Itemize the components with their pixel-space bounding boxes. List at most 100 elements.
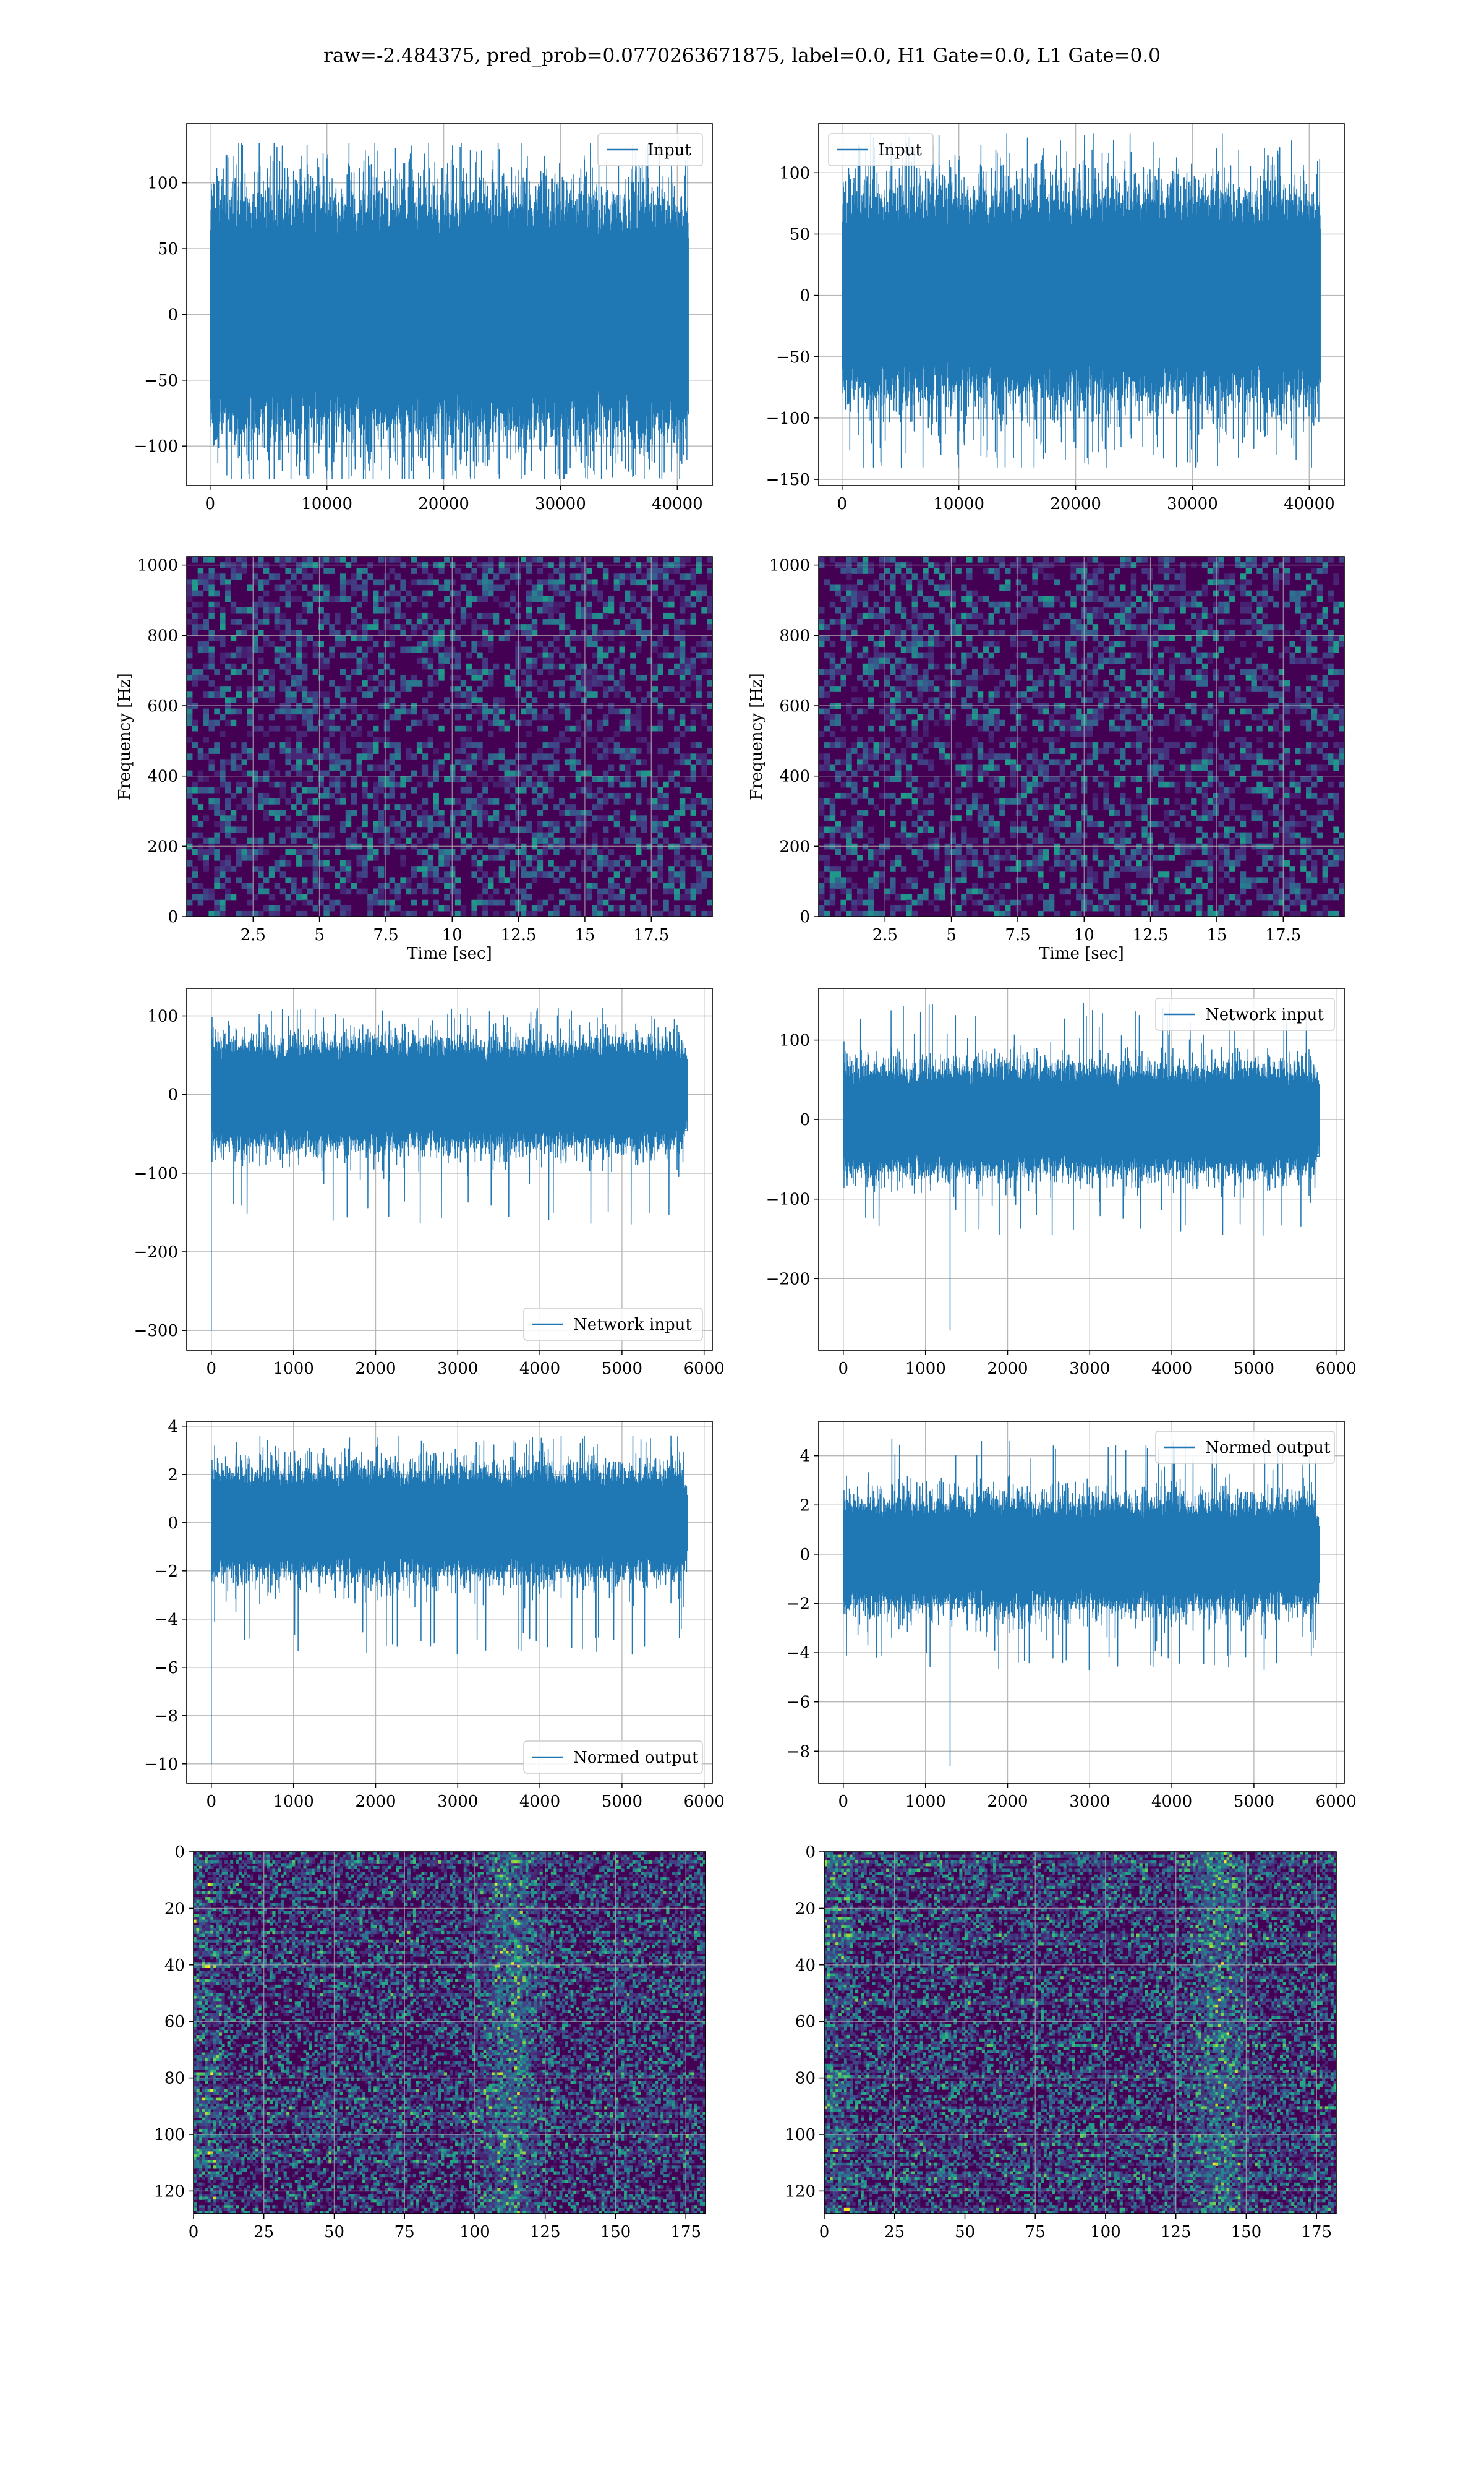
spec-h1-cell	[383, 719, 390, 726]
spec-h1-cell	[394, 590, 401, 597]
spec-l1-cell	[1295, 708, 1301, 715]
spec-l1-cell	[1065, 804, 1071, 810]
spec-h1-cell	[268, 686, 275, 692]
spec-h1-cell	[559, 708, 565, 715]
spec-l1-cell	[1278, 810, 1285, 816]
spec-h1-cell	[679, 798, 686, 805]
spec-l1-cell	[1169, 646, 1175, 653]
spec-l1-cell	[829, 641, 836, 648]
spec-h1-cell	[241, 815, 247, 821]
spec-l1-cell	[1163, 607, 1170, 614]
spec-h1-cell	[373, 899, 379, 906]
spec-l1-cell	[1005, 854, 1011, 861]
spec-h1-cell	[542, 725, 548, 732]
spec-l1-cell	[1268, 646, 1274, 653]
spec-l1-cell	[906, 641, 913, 648]
spec-l1-cell	[966, 815, 973, 821]
spec-l1-cell	[900, 674, 907, 681]
spec-h1-cell	[241, 781, 247, 788]
spec-l1-cell	[1201, 792, 1208, 799]
spec-l1-cell	[884, 691, 890, 698]
spec-h1-xtick-label: 15	[574, 926, 595, 944]
spec-h1-cell	[224, 590, 231, 597]
spec-l1-cell	[884, 652, 890, 659]
spec-h1-cell	[553, 821, 560, 828]
spec-h1-cell	[224, 832, 231, 839]
spec-l1-cell	[928, 686, 934, 692]
spec-h1-cell	[674, 888, 680, 895]
spec-h1-cell	[652, 641, 659, 648]
spec-l1-cell	[1065, 725, 1071, 732]
spec-l1-cell	[928, 697, 934, 704]
spec-h1-cell	[208, 764, 215, 771]
spec-l1-cell	[994, 849, 1000, 855]
spec-h1-cell	[684, 663, 691, 670]
spec-l1-cell	[933, 641, 940, 648]
spec-l1-cell	[1251, 669, 1257, 675]
spec-h1-cell	[526, 669, 532, 675]
spec-h1-cell	[521, 899, 527, 906]
spec-h1-cell	[707, 899, 713, 906]
spec-h1-cell	[575, 910, 582, 917]
spec-h1-cell	[427, 888, 434, 895]
spec-l1-cell	[1311, 708, 1318, 715]
spec-h1-cell	[482, 573, 488, 580]
spec-l1-cell	[856, 759, 863, 766]
spec-h1-cell	[569, 584, 576, 591]
spec-l1-cell	[1295, 601, 1301, 608]
spec-h1-cell	[493, 596, 500, 602]
spec-l1-cell	[873, 612, 879, 619]
spec-h1-cell	[406, 804, 412, 810]
spec-l1-cell	[1240, 641, 1247, 648]
spec-l1-cell	[1038, 596, 1044, 602]
spec-h1-cell	[422, 866, 429, 872]
spec-l1-cell	[994, 607, 1000, 614]
spec-l1-cell	[1136, 849, 1142, 855]
spec-l1-cell	[911, 742, 918, 748]
spec-l1-cell	[900, 837, 907, 844]
spec-h1-cell	[581, 573, 587, 580]
spec-l1-cell	[1191, 725, 1197, 732]
spec-h1-cell	[444, 798, 450, 805]
spec-l1-cell	[950, 714, 956, 721]
spec-l1-cell	[868, 607, 874, 614]
spec-h1-cell	[389, 624, 396, 630]
spec-l1-cell	[928, 612, 934, 619]
spec-l1-cell	[1224, 618, 1230, 625]
spec-h1-cell	[575, 607, 582, 614]
spec-h1-cell	[335, 557, 341, 563]
spec-h1-cell	[230, 635, 237, 641]
spec-h1-cell	[613, 557, 620, 563]
spec-l1-cell	[1130, 849, 1137, 855]
spec-h1-cell	[279, 612, 286, 619]
spec-l1-cell	[1015, 579, 1022, 586]
spec-l1-cell	[961, 652, 967, 659]
spec-h1-cell	[230, 764, 237, 771]
spec-h1-cell	[291, 708, 297, 715]
spec-l1-cell	[923, 568, 929, 574]
spec-l1-cell	[900, 725, 907, 732]
spec-l1-cell	[1229, 635, 1235, 641]
spec-h1-cell	[657, 669, 663, 675]
spec-h1-cell	[296, 646, 302, 653]
spec-l1-cell	[884, 708, 890, 715]
spec-l1-cell	[961, 764, 967, 771]
spec-h1-cell	[400, 804, 406, 810]
spec-h1-cell	[197, 669, 204, 675]
spec-l1-cell	[1234, 697, 1241, 704]
spec-l1-cell	[1026, 770, 1033, 777]
spec-h1-cell	[394, 804, 401, 810]
spec-l1-cell	[1092, 821, 1099, 828]
spec-l1-cell	[1153, 764, 1159, 771]
spec-l1-cell	[1169, 810, 1175, 816]
spec-h1-cell	[438, 635, 445, 641]
spec-h1-cell	[641, 905, 647, 912]
spec-l1-cell	[1141, 837, 1148, 844]
spec-l1-cell	[1218, 821, 1224, 828]
spec-h1-cell	[569, 905, 576, 912]
spec-h1-cell	[301, 663, 308, 670]
spec-l1-cell	[1218, 579, 1224, 586]
spec-l1-cell	[835, 663, 842, 670]
spec-l1-cell	[1119, 714, 1126, 721]
spec-h1-cell	[510, 776, 516, 782]
